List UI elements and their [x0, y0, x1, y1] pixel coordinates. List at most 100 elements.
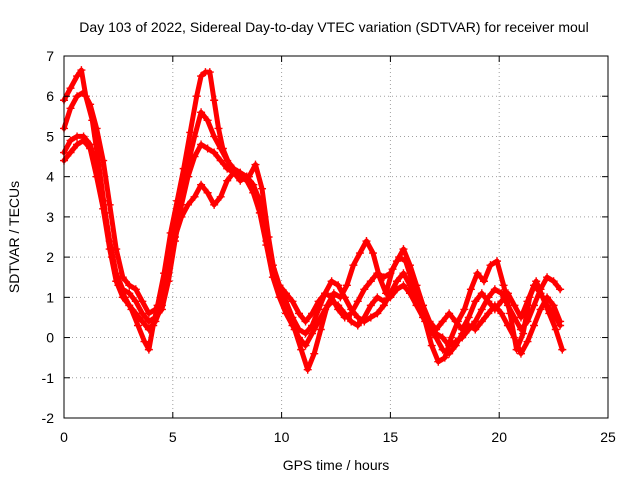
data-point	[144, 345, 153, 354]
data-point	[288, 297, 297, 306]
data-point	[412, 281, 421, 290]
series-layer	[60, 66, 567, 374]
data-point	[392, 257, 401, 266]
data-point	[347, 309, 356, 318]
data-point	[66, 104, 75, 113]
data-point	[210, 200, 219, 209]
data-point	[405, 261, 414, 270]
data-point	[288, 321, 297, 330]
data-point	[303, 365, 312, 374]
data-point	[360, 285, 369, 294]
data-point	[340, 313, 349, 322]
x-tick-label: 5	[169, 429, 177, 445]
data-point	[497, 297, 506, 306]
data-point	[92, 172, 101, 181]
data-point	[445, 349, 454, 358]
data-point	[190, 132, 199, 141]
data-point	[125, 281, 134, 290]
data-point	[118, 293, 127, 302]
data-point	[327, 277, 336, 286]
y-tick-label: 5	[46, 128, 54, 144]
data-point	[490, 305, 499, 314]
data-point	[362, 237, 371, 246]
data-point	[523, 317, 532, 326]
data-point	[177, 188, 186, 197]
data-point	[301, 317, 310, 326]
data-point	[503, 321, 512, 330]
data-point	[451, 341, 460, 350]
data-point	[438, 345, 447, 354]
data-point	[434, 357, 443, 366]
data-point	[216, 192, 225, 201]
y-tick-label: 1	[46, 289, 54, 305]
data-point	[197, 180, 206, 189]
data-point	[530, 321, 539, 330]
data-point	[379, 273, 388, 282]
data-point	[349, 261, 358, 270]
data-point	[532, 277, 541, 286]
data-point	[216, 144, 225, 153]
data-point	[210, 132, 219, 141]
data-point	[471, 297, 480, 306]
data-point	[329, 289, 338, 298]
data-point	[536, 305, 545, 314]
data-point	[379, 297, 388, 306]
data-point	[77, 66, 86, 75]
data-point	[190, 192, 199, 201]
data-point	[140, 337, 149, 346]
data-point	[297, 345, 306, 354]
data-point	[281, 289, 290, 298]
data-point	[131, 285, 140, 294]
y-tick-label: -2	[42, 410, 55, 426]
data-point	[210, 148, 219, 157]
data-point	[440, 353, 449, 362]
x-tick-label: 20	[491, 429, 507, 445]
data-point	[112, 277, 121, 286]
data-point	[392, 277, 401, 286]
data-point	[360, 313, 369, 322]
data-point	[295, 333, 304, 342]
data-point	[295, 309, 304, 318]
data-point	[314, 297, 323, 306]
data-point	[530, 301, 539, 310]
data-point	[503, 289, 512, 298]
x-tick-label: 0	[60, 429, 68, 445]
data-point	[73, 140, 82, 149]
data-point	[310, 349, 319, 358]
data-point	[523, 337, 532, 346]
data-point	[419, 301, 428, 310]
data-point	[184, 200, 193, 209]
y-tick-label: 0	[46, 330, 54, 346]
data-point	[432, 325, 441, 334]
data-point	[347, 317, 356, 326]
data-point	[355, 249, 364, 258]
data-point	[556, 285, 565, 294]
data-point	[112, 245, 121, 254]
data-point	[458, 325, 467, 334]
y-tick-label: 2	[46, 249, 54, 265]
data-point	[477, 289, 486, 298]
data-point	[251, 160, 260, 169]
data-point	[66, 84, 75, 93]
data-point	[255, 204, 264, 213]
data-point	[131, 309, 140, 318]
data-point	[242, 172, 251, 181]
data-point	[342, 281, 351, 290]
data-point	[432, 333, 441, 342]
data-point	[203, 144, 212, 153]
data-point	[530, 281, 539, 290]
data-point	[353, 321, 362, 330]
data-point	[551, 325, 560, 334]
data-point	[516, 313, 525, 322]
data-point	[516, 325, 525, 334]
y-tick-label: 3	[46, 209, 54, 225]
data-point	[79, 88, 88, 97]
data-point	[99, 204, 108, 213]
x-tick-label: 10	[274, 429, 290, 445]
data-point	[499, 281, 508, 290]
data-point	[399, 245, 408, 254]
data-point	[144, 309, 153, 318]
data-point	[558, 345, 567, 354]
data-point	[79, 136, 88, 145]
data-point	[556, 321, 565, 330]
